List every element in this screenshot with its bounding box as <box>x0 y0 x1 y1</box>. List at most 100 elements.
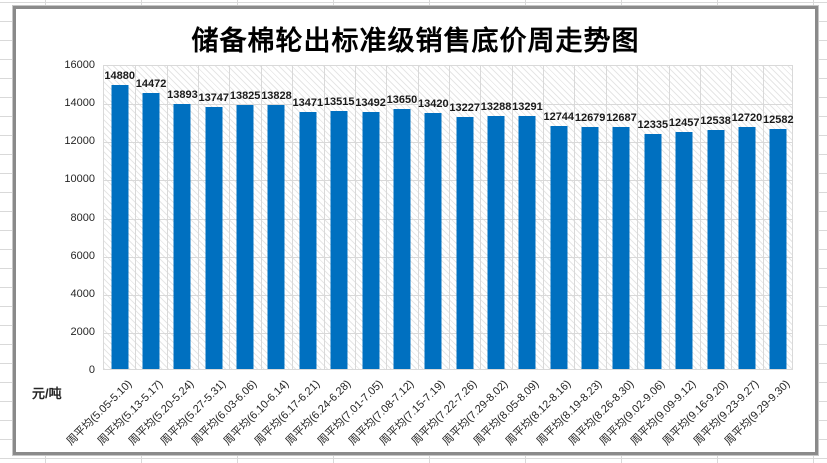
v-gridline <box>198 66 200 369</box>
bar[interactable] <box>738 126 756 369</box>
category-cell: 13420 <box>418 66 449 369</box>
bar-value-label: 14880 <box>104 70 135 83</box>
v-gridline <box>762 66 764 369</box>
bar[interactable] <box>142 93 160 369</box>
h-gridline <box>104 180 792 182</box>
bar[interactable] <box>362 111 380 369</box>
v-gridline <box>511 66 513 369</box>
bar-value-label: 13650 <box>386 93 418 106</box>
bar-value-label: 13288 <box>480 100 512 113</box>
h-gridline <box>104 218 792 220</box>
bar-value-label: 13291 <box>512 100 543 113</box>
bar-value-label: 14472 <box>135 78 167 91</box>
bar[interactable] <box>205 106 223 369</box>
v-gridline <box>292 66 294 369</box>
category-cell: 13650 <box>386 66 417 369</box>
category-cell: 12720 <box>731 66 762 369</box>
v-gridline <box>229 66 231 369</box>
bar-value-label: 13747 <box>198 91 230 104</box>
category-cell: 12335 <box>637 66 668 369</box>
y-axis-tick-label: 4000 <box>70 287 95 300</box>
chart-canvas[interactable]: 储备棉轮出标准级销售底价周走势图 14880 14472 13893 13747 138… <box>13 6 818 455</box>
v-gridline <box>449 66 450 369</box>
h-gridline <box>104 142 792 144</box>
bar-value-label: 12679 <box>574 112 606 125</box>
y-axis-tick-label: 10000 <box>64 173 95 186</box>
bar[interactable] <box>456 116 474 369</box>
category-cell: 12457 <box>669 66 700 369</box>
h-gridline <box>104 332 792 334</box>
v-gridline <box>480 66 482 369</box>
bar[interactable] <box>769 129 787 369</box>
v-gridline <box>637 66 639 369</box>
category-cell: 13288 <box>480 66 511 369</box>
v-gridline <box>166 66 168 369</box>
v-gridline <box>574 66 576 369</box>
y-axis-tick-label: 12000 <box>64 135 95 148</box>
category-cell: 13893 <box>167 66 198 369</box>
bar-value-label: 12744 <box>543 111 575 124</box>
y-axis-tick-label: 8000 <box>70 211 95 224</box>
y-axis-tick-label: 0 <box>88 364 95 376</box>
category-cell: 14880 <box>104 66 135 369</box>
bar[interactable] <box>550 126 568 369</box>
v-gridline <box>260 66 262 369</box>
category-cell: 12538 <box>700 66 731 369</box>
category-cell: 12679 <box>574 66 605 369</box>
v-gridline <box>323 66 325 369</box>
y-axis-tick-label: 2000 <box>70 325 95 338</box>
bar[interactable] <box>330 111 348 369</box>
v-gridline <box>354 66 356 369</box>
bar[interactable] <box>581 127 599 369</box>
bar[interactable] <box>518 115 536 369</box>
category-cell: 12687 <box>606 66 637 369</box>
v-gridline <box>731 66 733 369</box>
v-gridline <box>605 66 607 369</box>
bar[interactable] <box>393 108 411 369</box>
h-gridline <box>104 104 792 106</box>
v-gridline <box>543 66 545 369</box>
bar[interactable] <box>707 130 725 369</box>
v-gridline <box>668 66 670 369</box>
v-gridline <box>135 66 137 369</box>
bar[interactable] <box>111 85 129 369</box>
y-axis-unit-label: 元/吨 <box>32 386 62 401</box>
bar-value-label: 12720 <box>731 111 763 124</box>
bar[interactable] <box>487 115 505 369</box>
bar-value-label: 12335 <box>637 118 669 131</box>
v-gridline <box>386 66 388 369</box>
bar[interactable] <box>236 105 254 369</box>
y-axis-tick-label: 14000 <box>64 97 95 110</box>
category-cell: 13227 <box>449 66 480 369</box>
chart-title: 储备棉轮出标准级销售底价周走势图 <box>191 26 640 56</box>
bar[interactable] <box>644 133 662 369</box>
bar[interactable] <box>267 105 285 369</box>
bar-value-label: 13828 <box>261 90 292 103</box>
category-cell: 12582 <box>763 66 794 369</box>
v-gridline <box>417 66 419 369</box>
bar-value-label: 13825 <box>229 90 261 103</box>
category-cell: 14472 <box>135 66 166 369</box>
bar-value-label: 13515 <box>323 96 355 109</box>
bar-value-label: 13420 <box>418 98 449 111</box>
bar-value-label: 12687 <box>606 112 637 125</box>
bar-value-label: 13492 <box>355 96 386 109</box>
y-axis-tick-label: 16000 <box>64 59 95 71</box>
y-axis-tick-label: 6000 <box>70 249 95 262</box>
bar[interactable] <box>173 104 191 369</box>
bar[interactable] <box>299 112 317 369</box>
h-gridline <box>104 256 792 258</box>
bar-value-label: 13893 <box>167 89 198 102</box>
category-cell: 13291 <box>512 66 543 369</box>
category-cell: 13492 <box>355 66 386 369</box>
category-cell: 13825 <box>229 66 260 369</box>
bar-value-label: 12457 <box>668 116 700 129</box>
v-gridline <box>699 66 701 369</box>
category-cell: 13747 <box>198 66 229 369</box>
bar[interactable] <box>675 131 693 369</box>
bar[interactable] <box>424 113 442 369</box>
category-cell: 13828 <box>261 66 292 369</box>
plot-area: 14880 14472 13893 13747 13825 13828 13471 13515… <box>103 65 794 370</box>
bar[interactable] <box>612 127 630 369</box>
